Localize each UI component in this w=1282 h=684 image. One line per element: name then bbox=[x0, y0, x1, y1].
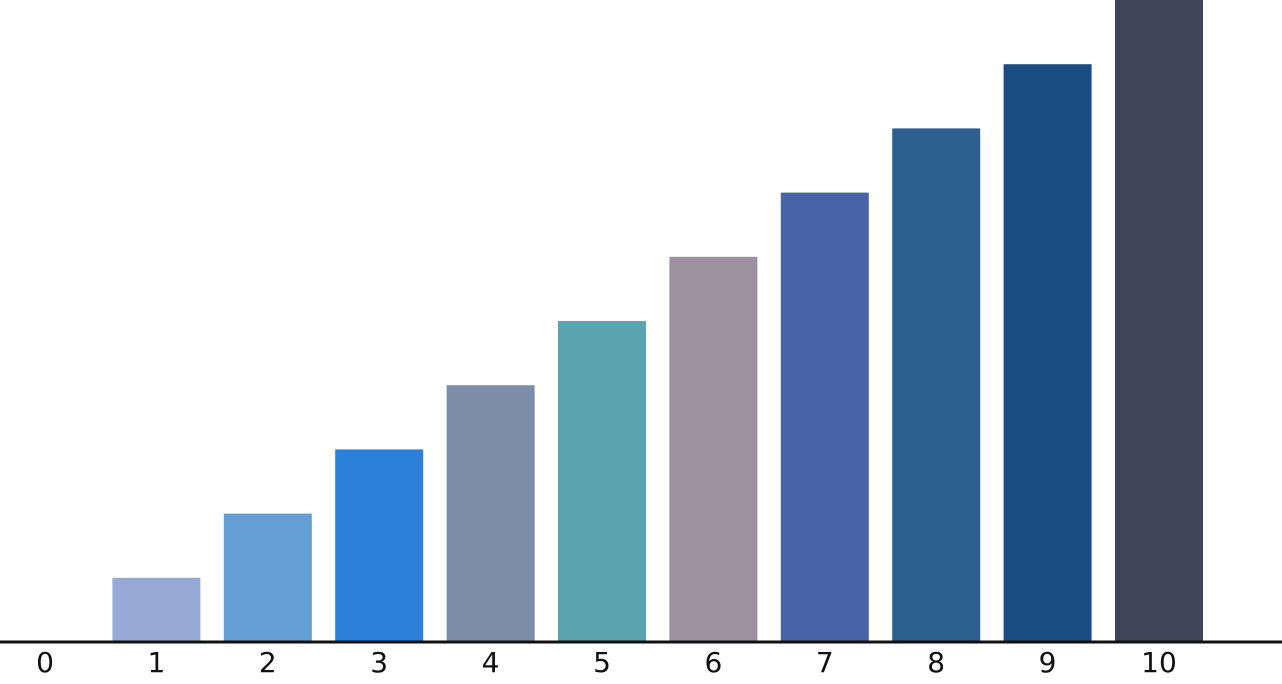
x-tick-label-4: 4 bbox=[482, 646, 500, 679]
bar-10 bbox=[1115, 0, 1203, 642]
bar-3 bbox=[335, 449, 424, 642]
x-tick-label-7: 7 bbox=[816, 646, 834, 679]
bar-7 bbox=[780, 192, 869, 642]
x-tick-label-10: 10 bbox=[1141, 646, 1177, 679]
bar-8 bbox=[892, 128, 981, 642]
bars-group bbox=[112, 0, 1203, 642]
x-tick-label-3: 3 bbox=[370, 646, 388, 679]
bar-6 bbox=[669, 256, 758, 642]
bar-2 bbox=[223, 513, 312, 642]
x-tick-label-1: 1 bbox=[147, 646, 165, 679]
bar-5 bbox=[558, 321, 646, 642]
bar-1 bbox=[112, 577, 201, 642]
x-tick-label-6: 6 bbox=[704, 646, 722, 679]
bar-4 bbox=[446, 385, 535, 642]
x-tick-label-2: 2 bbox=[259, 646, 277, 679]
x-tick-labels: 0 1 2 3 4 5 6 7 8 9 10 bbox=[36, 646, 1177, 679]
x-tick-label-0: 0 bbox=[36, 646, 54, 679]
bar-9 bbox=[1003, 64, 1092, 642]
x-tick-label-5: 5 bbox=[593, 646, 611, 679]
x-tick-label-8: 8 bbox=[927, 646, 945, 679]
x-tick-label-9: 9 bbox=[1039, 646, 1057, 679]
